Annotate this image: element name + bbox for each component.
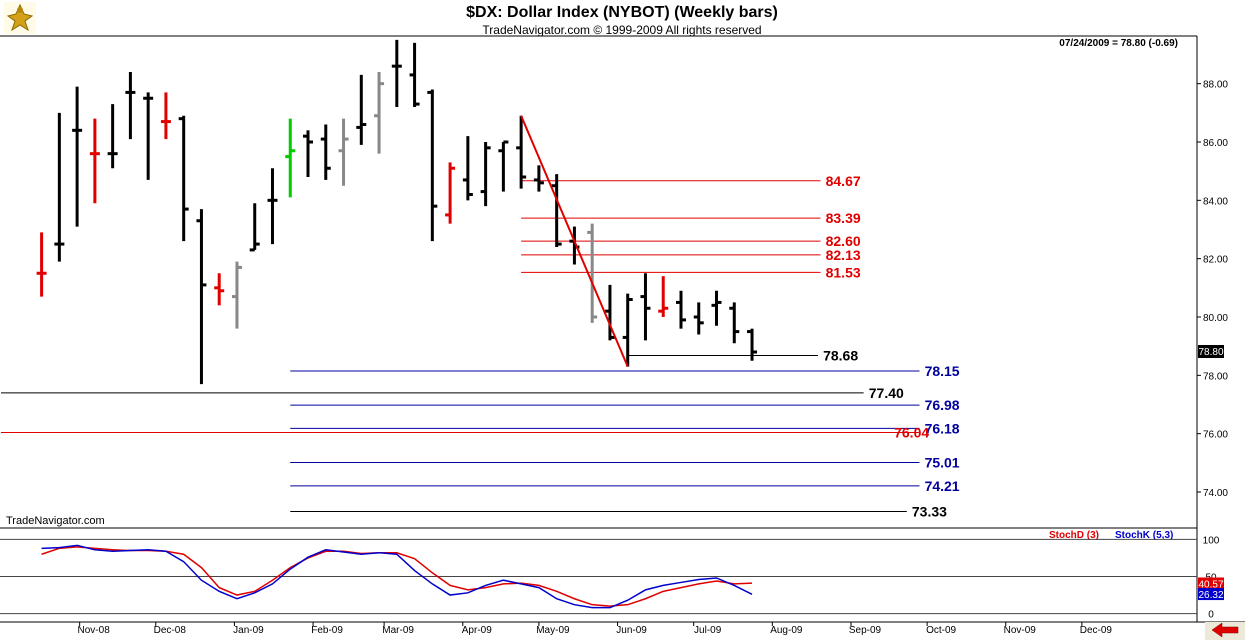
date-tick-label: Oct-09 — [926, 625, 956, 636]
level-label: 76.04 — [894, 425, 929, 441]
date-tick-label: Mar-09 — [382, 625, 414, 636]
red-left-arrow-icon[interactable] — [1205, 622, 1245, 640]
stoch-tick-label: 0 — [1208, 610, 1214, 621]
date-tick-label: Feb-09 — [311, 625, 343, 636]
watermark: TradeNavigator.com — [6, 515, 105, 527]
date-tick-label: May-09 — [536, 625, 570, 636]
support-level-label: 75.01 — [925, 455, 960, 471]
price-axis: 88.00 86.00 84.00 82.00 80.00 78.00 76.00 74.00… — [1197, 80, 1228, 499]
chart-title: $DX: Dollar Index (NYBOT) (Weekly bars) — [466, 4, 778, 21]
date-tick-label: Jan-09 — [233, 625, 264, 636]
support-level-label: 74.21 — [925, 478, 960, 494]
price-tick-label: 74.00 — [1203, 488, 1228, 499]
date-tick-label: Sep-09 — [849, 625, 882, 636]
date-tick-label: Jun-09 — [616, 625, 647, 636]
date-tick-label: Jul-09 — [694, 625, 722, 636]
price-tick-label: 88.00 — [1203, 80, 1228, 91]
legend-stochk: StochK (5,3) — [1115, 530, 1173, 541]
support-level-label: 78.15 — [925, 363, 960, 379]
stoch-value-label: 26.32 — [1198, 590, 1223, 601]
price-tick-label: 76.00 — [1203, 430, 1228, 441]
price-readout: 07/24/2009 = 78.80 (-0.69) — [1059, 38, 1178, 49]
last-price-label: 78.80 — [1198, 347, 1223, 358]
price-tick-label: 80.00 — [1203, 313, 1228, 324]
date-tick-label: Dec-09 — [1080, 625, 1113, 636]
legend-stochd: StochD (3) — [1049, 530, 1099, 541]
last-price-box — [1198, 345, 1224, 358]
price-tick-label: 86.00 — [1203, 138, 1228, 149]
stoch-value-box — [1198, 577, 1224, 590]
stoch-value-label: 40.57 — [1198, 579, 1223, 590]
support-level-label: 76.18 — [925, 420, 960, 436]
ohlc-bars — [36, 39, 758, 385]
chart-subtitle: TradeNavigator.com © 1999-2009 All right… — [482, 23, 761, 37]
trendline-segment — [520, 115, 629, 367]
date-axis: Nov-08 Dec-08 Jan-09 Feb-09 Mar-09 Apr-09 May-… — [78, 622, 1113, 636]
resistance-level-label: 83.39 — [826, 210, 861, 226]
date-tick-label: Apr-09 — [462, 625, 492, 636]
stoch-value-box — [1198, 588, 1224, 601]
price-tick-label: 84.00 — [1203, 196, 1228, 207]
support-level-label: 76.98 — [925, 397, 960, 413]
date-tick-label: Aug-09 — [770, 625, 803, 636]
date-tick-label: Nov-09 — [1004, 625, 1037, 636]
stoch-tick-label: 100 — [1203, 535, 1220, 546]
level-label: 78.68 — [823, 348, 858, 364]
date-tick-label: Dec-08 — [154, 625, 187, 636]
resistance-level-label: 84.67 — [826, 173, 861, 189]
stoch-series-line — [41, 544, 753, 609]
price-tick-label: 82.00 — [1203, 255, 1228, 266]
resistance-level-label: 81.53 — [826, 264, 861, 280]
price-tick-label: 78.00 — [1203, 371, 1228, 382]
resistance-level-label: 82.60 — [826, 233, 861, 249]
date-tick-label: Nov-08 — [78, 625, 111, 636]
resistance-level-label: 82.13 — [826, 247, 861, 263]
level-label: 77.40 — [869, 385, 904, 401]
level-label: 73.33 — [912, 504, 947, 520]
logo-icon — [4, 2, 36, 34]
trendline — [520, 115, 629, 367]
